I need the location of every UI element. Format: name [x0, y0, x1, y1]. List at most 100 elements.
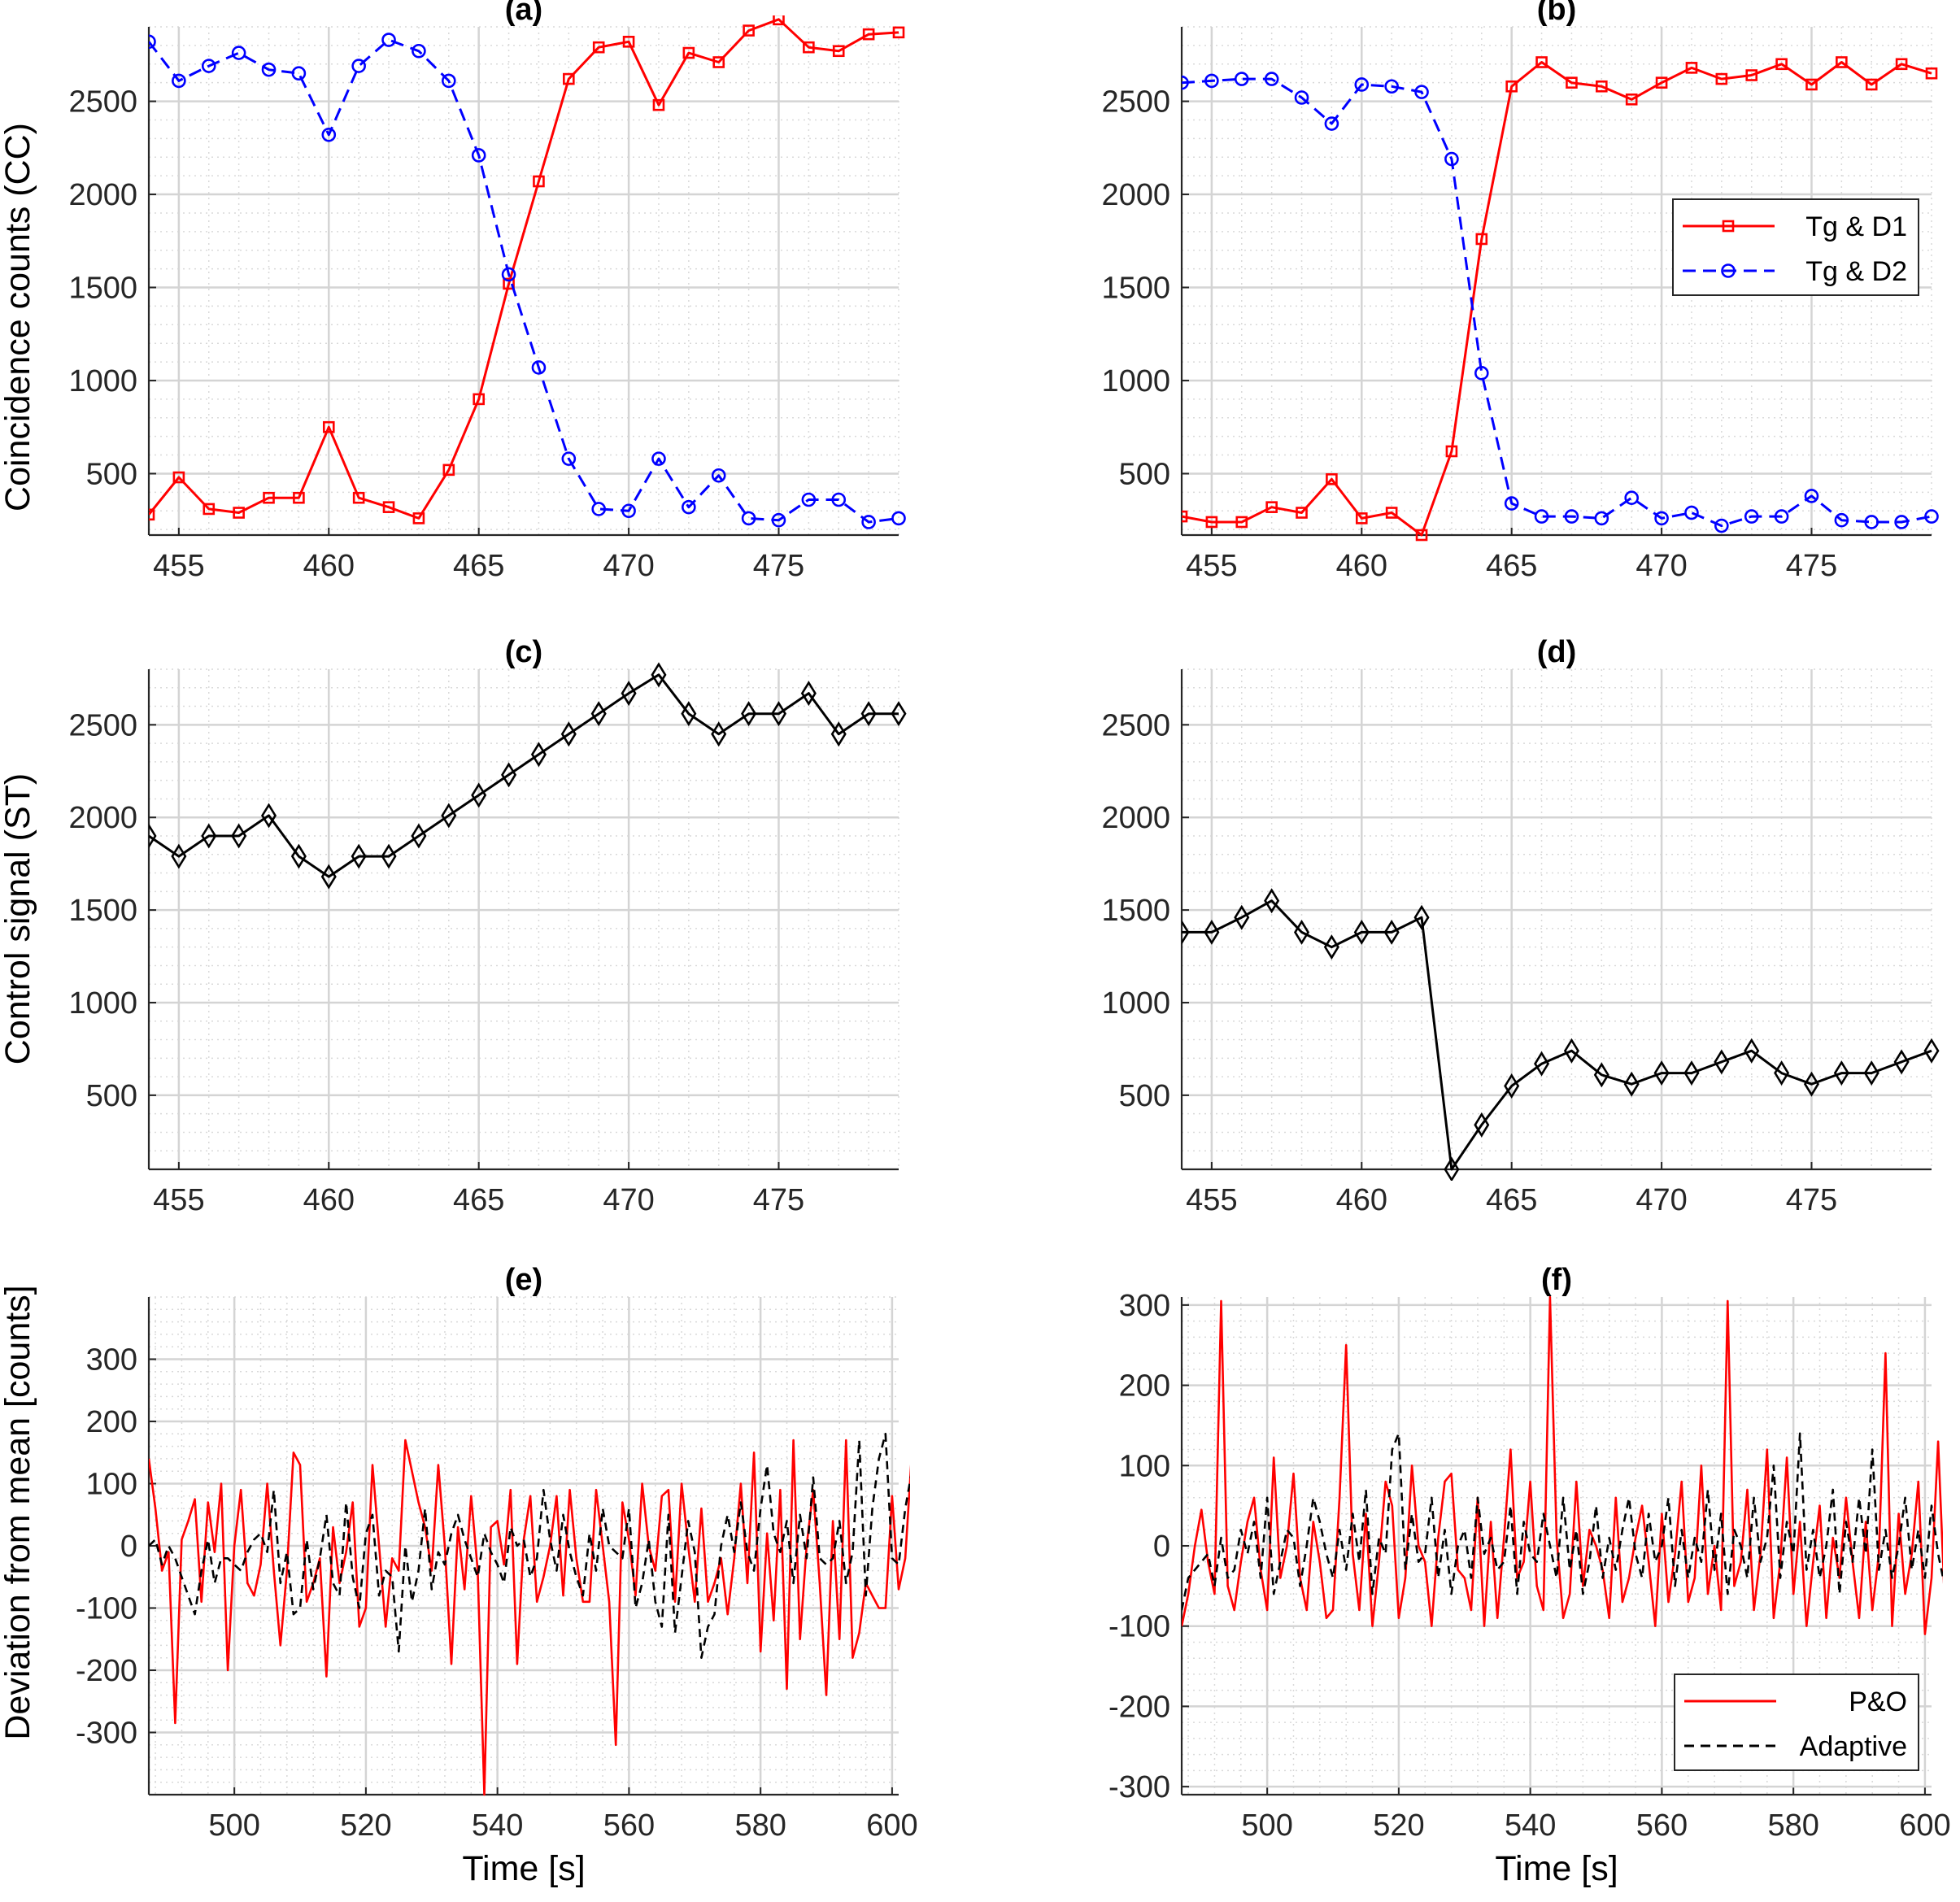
- data-point: [1653, 1060, 1670, 1086]
- legend-label: Adaptive: [1800, 1731, 1907, 1762]
- data-point: [773, 15, 785, 26]
- data-point: [1234, 72, 1249, 86]
- data-point: [651, 451, 666, 466]
- y-tick-label: 2000: [68, 801, 137, 835]
- x-tick-label: 455: [1186, 549, 1237, 583]
- data-point: [1774, 509, 1789, 524]
- data-point: [563, 72, 575, 85]
- data-point: [293, 491, 305, 504]
- data-point: [1925, 67, 1938, 80]
- x-tick-label: 475: [1786, 1183, 1837, 1217]
- data-point: [1444, 1156, 1460, 1181]
- data-point: [203, 503, 216, 516]
- data-point: [741, 511, 756, 526]
- y-tick-label: -100: [1108, 1610, 1170, 1644]
- data-point: [652, 98, 665, 111]
- x-tick-label: 540: [1505, 1808, 1556, 1843]
- data-point: [1564, 509, 1579, 524]
- data-point: [1625, 93, 1638, 106]
- data-point: [233, 507, 245, 519]
- data-point: [1264, 888, 1280, 914]
- data-point: [892, 26, 905, 39]
- data-point: [1505, 80, 1518, 93]
- data-point: [862, 28, 875, 41]
- data-point: [1684, 505, 1699, 520]
- data-point: [531, 360, 547, 375]
- data-point: [1805, 78, 1818, 91]
- data-point: [1924, 509, 1939, 524]
- y-tick-label: 1500: [68, 272, 137, 306]
- panel-title: (b): [1537, 0, 1577, 27]
- data-point: [711, 721, 727, 747]
- data-point: [530, 742, 547, 768]
- data-point: [1623, 1071, 1640, 1097]
- data-point: [382, 501, 395, 513]
- data-point: [1205, 516, 1218, 529]
- data-point: [1326, 473, 1338, 485]
- data-point: [1894, 515, 1909, 529]
- panel-a: 455 460 465 470 475 500 1000 1500 2000 2500 (a): [68, 0, 906, 583]
- data-point: [351, 59, 366, 73]
- y-tick-label: 1500: [68, 894, 137, 928]
- y-tick-label: 2500: [68, 708, 137, 742]
- y-tick-label: 500: [86, 1079, 137, 1113]
- data-point: [201, 59, 216, 73]
- y-tick-label: -300: [1108, 1770, 1170, 1804]
- data-point: [1804, 489, 1819, 503]
- x-tick-label: 500: [1241, 1808, 1292, 1843]
- data-point: [351, 843, 367, 869]
- data-point: [1324, 116, 1339, 131]
- y-tick-label: 100: [1119, 1449, 1170, 1483]
- y-tick-label: 1000: [68, 364, 137, 398]
- data-point: [381, 843, 397, 869]
- data-point: [291, 66, 307, 81]
- data-point: [149, 34, 156, 50]
- x-tick-label: 475: [1786, 549, 1837, 583]
- data-point: [770, 701, 787, 727]
- data-point: [1714, 1049, 1730, 1075]
- legend-box: [1672, 198, 1919, 296]
- legend-label: P&O: [1849, 1687, 1907, 1717]
- y-tick-label: 500: [1119, 1079, 1170, 1113]
- legend-label: Tg & D2: [1805, 256, 1907, 287]
- data-point: [1353, 919, 1370, 945]
- series-line-adaptive: [1182, 1432, 1943, 1611]
- data-point: [1836, 56, 1848, 68]
- data-point: [1596, 80, 1608, 93]
- data-point: [149, 508, 155, 521]
- y-tick-label: -100: [76, 1592, 137, 1626]
- data-point: [771, 512, 786, 528]
- data-point: [322, 420, 335, 433]
- series-group: [149, 15, 906, 529]
- y-tick-label: 2000: [68, 178, 137, 212]
- data-point: [533, 175, 545, 188]
- data-point: [1774, 1060, 1790, 1086]
- data-point: [712, 56, 725, 68]
- y-tick-label: 100: [86, 1468, 137, 1502]
- data-point: [501, 762, 517, 788]
- data-point: [622, 36, 635, 48]
- data-point: [501, 267, 516, 282]
- data-point: [651, 662, 667, 688]
- plot-area: [149, 669, 899, 1169]
- data-point: [1413, 904, 1430, 930]
- data-point: [503, 277, 515, 290]
- data-point: [800, 681, 817, 707]
- data-point: [891, 511, 906, 526]
- x-tick-label: 600: [866, 1808, 917, 1843]
- data-point: [473, 393, 485, 406]
- data-point: [441, 73, 456, 89]
- data-point: [231, 46, 246, 60]
- data-point: [1895, 58, 1908, 71]
- series-group: [1182, 888, 1940, 1181]
- data-point: [1566, 76, 1578, 89]
- data-point: [1563, 1038, 1579, 1064]
- series-line-st: [149, 673, 899, 878]
- data-point: [1803, 1071, 1820, 1097]
- x-tick-label: 465: [1486, 1183, 1537, 1217]
- series-line-tg-d2: [149, 38, 899, 524]
- data-point: [471, 782, 487, 808]
- data-point: [1504, 496, 1519, 511]
- x-tick-label: 580: [1767, 1808, 1818, 1843]
